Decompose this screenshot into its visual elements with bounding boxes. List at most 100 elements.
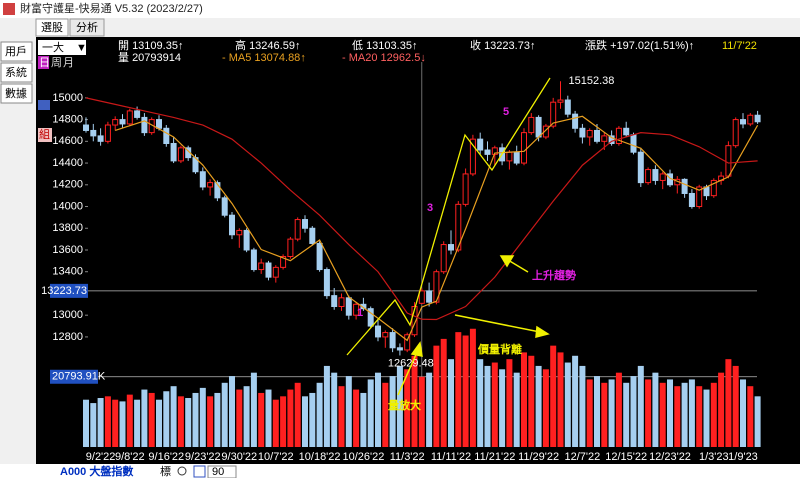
tab[interactable] (69, 18, 105, 37)
x-tick-label: 12/15'22 (605, 451, 647, 463)
candle-body (353, 303, 360, 316)
volume-bar (718, 372, 725, 447)
annotation: 1 (357, 307, 363, 319)
info-ma20: - MA20 12962.5↓ (342, 52, 426, 64)
volume-bar (309, 392, 316, 447)
info-volume: 量 20793914 (118, 51, 181, 64)
candle-body (740, 119, 746, 125)
side-button[interactable] (0, 41, 33, 62)
count-box[interactable] (207, 465, 237, 478)
candle-body (732, 119, 739, 147)
candle-body (462, 173, 469, 205)
candle-body (645, 169, 652, 184)
wave-line (346, 77, 551, 356)
candle-body (572, 113, 579, 129)
info-open: 開 13109.35↑ (118, 39, 183, 52)
volume-bar (710, 382, 717, 447)
candle-body (681, 178, 688, 194)
volume-bar (623, 382, 630, 447)
dropdown-label[interactable]: 一大 (42, 40, 64, 54)
info-date: 11/7'22 (722, 40, 757, 52)
candle-body (207, 182, 214, 188)
candle-body (637, 151, 644, 184)
volume-bar (499, 369, 506, 447)
period-label[interactable]: 月 (63, 57, 74, 69)
volume-bar (207, 396, 214, 447)
window-title: 財富守護星-快易通 V5.32 (2023/2/27) (20, 1, 203, 15)
arrows (397, 255, 550, 396)
y-tick-label: 12800 (52, 331, 83, 343)
group-icon[interactable] (38, 128, 52, 142)
side-button[interactable] (0, 83, 33, 104)
period-label[interactable]: 日 (39, 57, 50, 69)
volume-bar (90, 403, 97, 447)
candle-body (134, 110, 141, 118)
volume-bar (513, 372, 520, 447)
y-tick-label: 13800 (52, 222, 83, 234)
x-tick-label: 11/3'22 (390, 451, 425, 463)
volume-bar (112, 399, 119, 447)
candle-body (112, 119, 119, 126)
zoom-icon[interactable] (177, 466, 187, 476)
app-icon (3, 3, 15, 15)
x-tick-label: 10/7'22 (258, 451, 294, 463)
y-tick-label: 13400 (52, 266, 83, 278)
side-button[interactable] (0, 62, 33, 83)
y-tick-label: 14600 (52, 135, 83, 147)
volume-bar (411, 355, 418, 447)
period-label[interactable]: 周 (51, 56, 62, 69)
volume-bar (236, 389, 243, 447)
candle-body (338, 297, 345, 307)
volume-bar (688, 379, 695, 447)
volume-bar (170, 386, 177, 447)
candle-body (389, 332, 396, 349)
volume-bar (104, 396, 111, 447)
side-icon[interactable] (38, 100, 50, 110)
candle-body (550, 101, 557, 127)
arrow (454, 314, 541, 333)
candle-body (710, 179, 717, 197)
annotation: 3 (427, 202, 433, 214)
x-tick-label: 11/11'22 (431, 451, 471, 463)
dropdown[interactable] (38, 40, 86, 55)
volume-bar (564, 362, 571, 447)
status-mark[interactable]: 標 (160, 464, 171, 478)
tool-icon[interactable] (193, 465, 206, 478)
candle-body (615, 127, 622, 144)
status-count[interactable]: 90 (212, 466, 224, 478)
volume-bar (601, 382, 608, 447)
candle-body (375, 325, 381, 338)
candle-body (302, 219, 308, 229)
candle-body (83, 124, 89, 131)
side-button-label[interactable]: 用戶 (5, 45, 27, 58)
volume-bar (367, 379, 374, 447)
candle-body (528, 116, 535, 134)
volume-bar (316, 382, 323, 447)
group-icon-label[interactable]: 組 (39, 128, 50, 141)
candle-body (484, 149, 491, 155)
period-active[interactable] (38, 56, 49, 69)
candle-body (382, 332, 389, 338)
side-button-label[interactable]: 數據 (5, 86, 27, 100)
volume-bar (148, 392, 155, 447)
info-close: 收 13223.73↑ (470, 38, 535, 52)
volume-bar (484, 365, 491, 447)
dropdown-arrow[interactable]: ▼ (76, 42, 87, 54)
candle-body (280, 256, 287, 268)
volume-bar (674, 386, 681, 447)
volume-bar (433, 345, 440, 447)
status-symbol[interactable]: A000 大盤指數 (60, 464, 133, 478)
tab-label[interactable]: 選股 (41, 21, 63, 34)
volume-bar (506, 359, 513, 447)
info-change: 漲跌 +197.02(1.51%)↑ (585, 38, 694, 52)
side-button-label[interactable]: 系統 (5, 65, 27, 79)
volume-bar (477, 359, 484, 447)
tab-label[interactable]: 分析 (76, 20, 98, 34)
x-tick-label: 9/30'22 (221, 451, 257, 463)
candle-body (506, 151, 513, 162)
tab[interactable] (35, 18, 69, 37)
y-tick-label: 14400 (52, 157, 83, 169)
volume-bar (396, 365, 403, 447)
volume-bar (455, 332, 462, 447)
volume-bar (469, 328, 476, 447)
